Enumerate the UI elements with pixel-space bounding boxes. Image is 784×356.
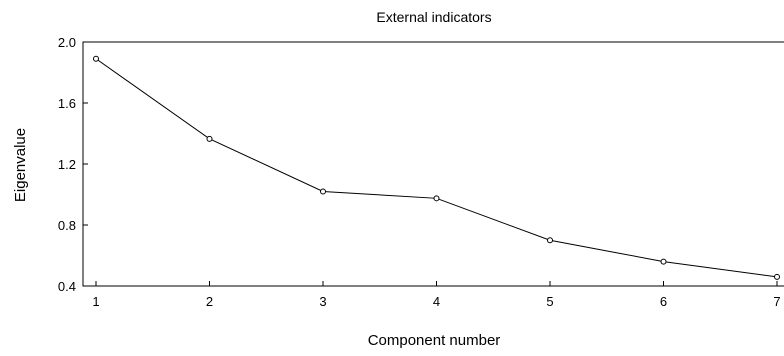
data-point — [206, 135, 213, 142]
y-tick-label: 1.2 — [58, 157, 76, 172]
x-tick-label: 4 — [433, 294, 440, 309]
x-tick-label: 7 — [773, 294, 780, 309]
series-line — [95, 58, 778, 278]
x-tick-label: 6 — [660, 294, 667, 309]
y-axis-ticks: 0.4 0.8 1.2 1.6 2.0 — [58, 35, 88, 294]
y-tick-label: 2.0 — [58, 35, 76, 50]
y-tick-label: 0.4 — [58, 279, 76, 294]
series-group — [93, 55, 780, 280]
x-tick-label: 5 — [546, 294, 553, 309]
plot-area-frame — [82, 41, 784, 287]
data-point — [660, 258, 667, 265]
data-point — [93, 55, 99, 62]
data-point — [320, 188, 326, 195]
x-tick-label: 1 — [92, 294, 99, 309]
data-point — [547, 237, 553, 244]
data-point — [774, 273, 780, 280]
y-axis-label: Eigenvalue — [12, 128, 29, 202]
x-axis-ticks: 1 2 3 4 5 6 7 — [92, 281, 781, 309]
data-point — [433, 195, 440, 202]
x-axis-label: Component number — [368, 332, 501, 349]
x-tick-label: 3 — [319, 294, 326, 309]
x-tick-label: 2 — [206, 294, 213, 309]
y-tick-label: 1.6 — [58, 96, 76, 111]
y-tick-label: 0.8 — [58, 218, 76, 233]
chart-title: External indicators — [376, 9, 491, 25]
